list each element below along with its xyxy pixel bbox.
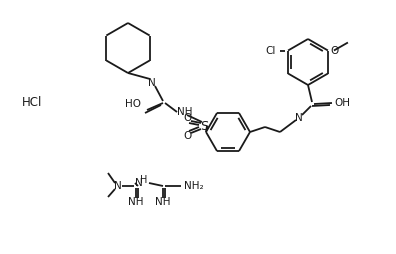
Text: HO: HO (125, 99, 141, 109)
Text: N: N (295, 113, 303, 123)
Text: NH: NH (177, 107, 193, 117)
Text: O: O (184, 131, 192, 141)
Text: N: N (148, 78, 156, 88)
Text: O: O (330, 45, 338, 56)
Text: NH: NH (155, 197, 171, 207)
Text: N: N (135, 178, 143, 188)
Text: O: O (184, 113, 192, 123)
Text: HCl: HCl (22, 96, 42, 108)
Text: N: N (114, 181, 122, 191)
Text: NH₂: NH₂ (184, 181, 204, 191)
Text: OH: OH (334, 98, 350, 108)
Text: H: H (140, 175, 148, 185)
Text: S: S (200, 119, 208, 133)
Text: NH: NH (128, 197, 144, 207)
Text: Cl: Cl (266, 45, 276, 56)
